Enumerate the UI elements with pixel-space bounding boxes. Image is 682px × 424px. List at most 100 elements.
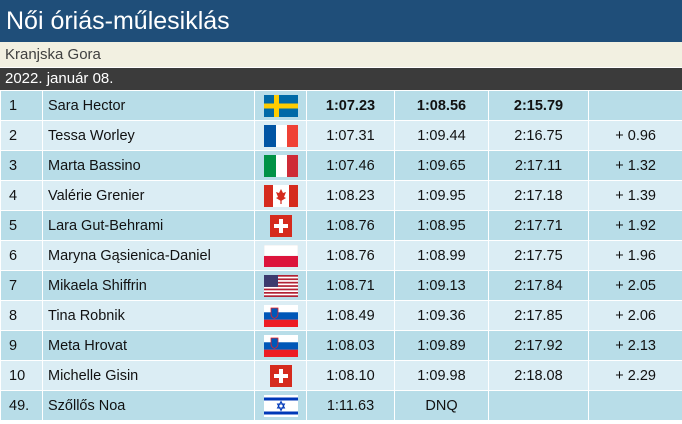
flag bbox=[263, 124, 298, 147]
result-row: 4 Valérie Grenier 1:08.23 1:09.95 2:17.18 + 1… bbox=[0, 180, 682, 211]
total: 2:17.92 bbox=[488, 330, 589, 361]
run1: 1:07.23 bbox=[306, 90, 395, 121]
total: 2:18.08 bbox=[488, 360, 589, 391]
name: Valérie Grenier bbox=[42, 180, 255, 211]
run1: 1:11.63 bbox=[306, 390, 395, 421]
run2: 1:09.44 bbox=[394, 120, 489, 151]
flag-cell bbox=[254, 210, 307, 241]
result-row: 10 Michelle Gisin 1:08.10 1:09.98 2:18.08 + 2… bbox=[0, 360, 682, 391]
flag bbox=[263, 154, 298, 177]
rank: 2 bbox=[0, 120, 43, 151]
name: Meta Hrovat bbox=[42, 330, 255, 361]
flag-cell bbox=[254, 150, 307, 181]
diff: + 2.06 bbox=[588, 300, 682, 331]
flag bbox=[263, 94, 298, 117]
run1: 1:07.46 bbox=[306, 150, 395, 181]
flag bbox=[263, 394, 298, 417]
result-row: 5 Lara Gut-Behrami 1:08.76 1:08.95 2:17.71 + … bbox=[0, 210, 682, 241]
total: 2:17.85 bbox=[488, 300, 589, 331]
flag bbox=[263, 184, 298, 207]
total: 2:15.79 bbox=[488, 90, 589, 121]
flag bbox=[269, 214, 292, 237]
rank: 9 bbox=[0, 330, 43, 361]
flag-cell bbox=[254, 270, 307, 301]
total: 2:17.71 bbox=[488, 210, 589, 241]
diff: + 2.05 bbox=[588, 270, 682, 301]
run2: 1:08.95 bbox=[394, 210, 489, 241]
run2: 1:09.95 bbox=[394, 180, 489, 211]
title: Női óriás-műlesiklás bbox=[0, 0, 682, 42]
rank: 6 bbox=[0, 240, 43, 271]
name: Lara Gut-Behrami bbox=[42, 210, 255, 241]
rank: 4 bbox=[0, 180, 43, 211]
flag-cell bbox=[254, 390, 307, 421]
diff bbox=[588, 390, 682, 421]
total: 2:17.11 bbox=[488, 150, 589, 181]
result-row: 1 Sara Hector 1:07.23 1:08.56 2:15.79 bbox=[0, 90, 682, 121]
run1: 1:08.23 bbox=[306, 180, 395, 211]
name: Szőllős Noa bbox=[42, 390, 255, 421]
flag bbox=[263, 244, 298, 267]
run2: 1:08.56 bbox=[394, 90, 489, 121]
total: 2:17.18 bbox=[488, 180, 589, 211]
rank: 5 bbox=[0, 210, 43, 241]
result-row: 6 Maryna Gąsienica-Daniel 1:08.76 1:08.99 2:… bbox=[0, 240, 682, 271]
run2: 1:09.13 bbox=[394, 270, 489, 301]
diff: + 2.29 bbox=[588, 360, 682, 391]
rank: 7 bbox=[0, 270, 43, 301]
run1: 1:08.76 bbox=[306, 210, 395, 241]
result-row: 49. Szőllős Noa 1:11.63 DNQ bbox=[0, 390, 682, 421]
diff: + 1.92 bbox=[588, 210, 682, 241]
flag-cell bbox=[254, 180, 307, 211]
run2: 1:09.98 bbox=[394, 360, 489, 391]
flag bbox=[269, 364, 292, 387]
result-row: 8 Tina Robnik 1:08.49 1:09.36 2:17.85 + 2.06 bbox=[0, 300, 682, 331]
diff: + 1.96 bbox=[588, 240, 682, 271]
diff: + 2.13 bbox=[588, 330, 682, 361]
result-row: 3 Marta Bassino 1:07.46 1:09.65 2:17.11 + 1.3… bbox=[0, 150, 682, 181]
run2: DNQ bbox=[394, 390, 489, 421]
rank: 10 bbox=[0, 360, 43, 391]
name: Tessa Worley bbox=[42, 120, 255, 151]
flag bbox=[263, 334, 298, 357]
rank: 1 bbox=[0, 90, 43, 121]
result-row: 9 Meta Hrovat 1:08.03 1:09.89 2:17.92 + 2.13 bbox=[0, 330, 682, 361]
name: Maryna Gąsienica-Daniel bbox=[42, 240, 255, 271]
results-table: 1 Sara Hector 1:07.23 1:08.56 2:15.79 2 Tessa … bbox=[0, 90, 682, 421]
run1: 1:08.76 bbox=[306, 240, 395, 271]
run2: 1:08.99 bbox=[394, 240, 489, 271]
result-row: 2 Tessa Worley 1:07.31 1:09.44 2:16.75 + 0.96 bbox=[0, 120, 682, 151]
flag bbox=[263, 304, 298, 327]
run1: 1:08.49 bbox=[306, 300, 395, 331]
run1: 1:08.71 bbox=[306, 270, 395, 301]
run2: 1:09.36 bbox=[394, 300, 489, 331]
flag bbox=[263, 274, 298, 297]
total: 2:17.84 bbox=[488, 270, 589, 301]
rank: 8 bbox=[0, 300, 43, 331]
date: 2022. január 08. bbox=[0, 68, 682, 90]
name: Mikaela Shiffrin bbox=[42, 270, 255, 301]
location: Kranjska Gora bbox=[0, 42, 682, 68]
total: 2:17.75 bbox=[488, 240, 589, 271]
name: Marta Bassino bbox=[42, 150, 255, 181]
flag-cell bbox=[254, 90, 307, 121]
flag-cell bbox=[254, 300, 307, 331]
name: Michelle Gisin bbox=[42, 360, 255, 391]
run2: 1:09.89 bbox=[394, 330, 489, 361]
diff bbox=[588, 90, 682, 121]
total bbox=[488, 390, 589, 421]
run1: 1:07.31 bbox=[306, 120, 395, 151]
diff: + 0.96 bbox=[588, 120, 682, 151]
run2: 1:09.65 bbox=[394, 150, 489, 181]
name: Sara Hector bbox=[42, 90, 255, 121]
rank: 3 bbox=[0, 150, 43, 181]
flag-cell bbox=[254, 360, 307, 391]
result-row: 7 Mikaela Shiffrin 1:08.71 1:09.13 2:17.84 + … bbox=[0, 270, 682, 301]
rank: 49. bbox=[0, 390, 43, 421]
name: Tina Robnik bbox=[42, 300, 255, 331]
run1: 1:08.10 bbox=[306, 360, 395, 391]
diff: + 1.32 bbox=[588, 150, 682, 181]
diff: + 1.39 bbox=[588, 180, 682, 211]
flag-cell bbox=[254, 120, 307, 151]
